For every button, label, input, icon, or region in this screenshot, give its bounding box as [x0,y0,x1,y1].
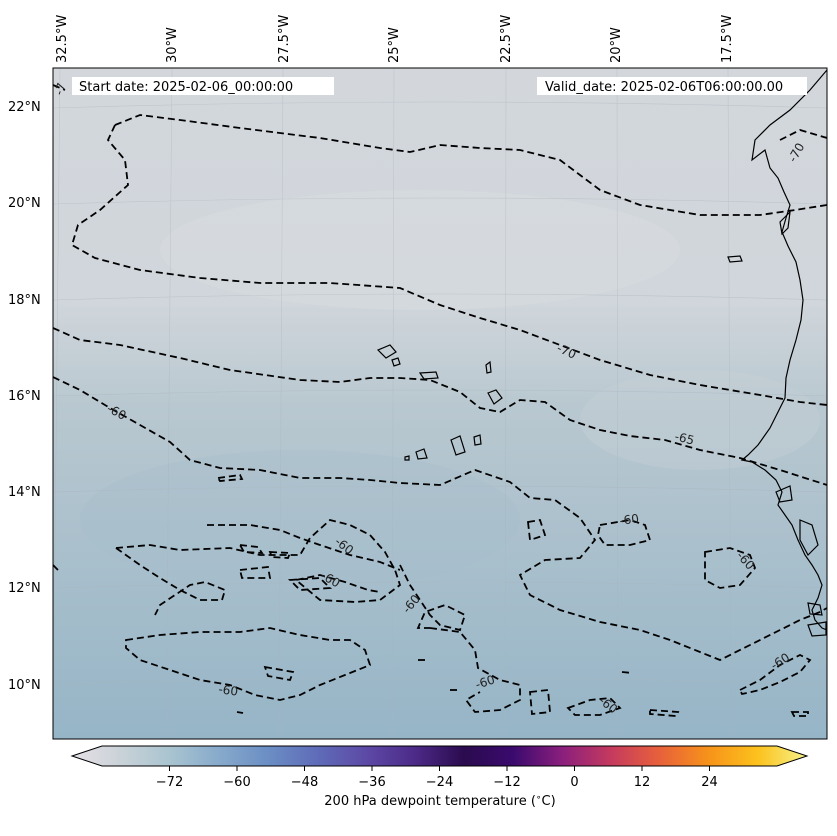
lon-label: 27.5°W [277,15,292,63]
colorbar-tick-label: −72 [156,775,183,790]
lat-label: 22°N [8,100,41,115]
lat-label: 20°N [8,196,41,211]
graticule [53,68,827,739]
field-texture [580,370,820,470]
lat-label: 16°N [8,389,41,404]
contour-label: -65 [673,429,695,447]
contour-label: -60 [618,511,639,528]
lon-label: 30°W [165,27,180,63]
colorbar-tick-label: −24 [426,775,453,790]
lat-label: 10°N [8,678,41,693]
start-date-box [72,77,334,95]
colorbar-tick-label: −36 [358,775,385,790]
colorbar-bar [70,745,809,767]
contour-label: -7 [52,81,69,97]
contour-label: -60 [218,682,239,699]
lon-label: 32.5°W [55,15,70,63]
lon-label: 17.5°W [720,15,735,63]
map-panel: -70 -70 -65 -60 -60 -60 -60 -60 -60 -60 … [52,68,827,739]
colorbar: −72 −60 −48 −36 −24 −12 0 12 24 200 hPa dewpoint… [70,745,809,809]
lat-label: 12°N [8,581,41,596]
lon-label: 25°W [387,27,402,63]
colorbar-tick-label: 0 [570,775,578,790]
map-frame [52,67,828,740]
colorbar-tick-label: 12 [634,775,651,790]
lon-label: 20°W [609,27,624,63]
latitude-labels: 22°N 20°N 18°N 16°N 14°N 12°N 10°N [8,100,41,693]
longitude-labels: 32.5°W 30°W 27.5°W 25°W 22.5°W 20°W 17.5… [55,15,735,63]
dewpoint-field [53,68,827,739]
valid-date-box [537,77,807,95]
field-texture [160,190,680,310]
lat-label: 18°N [8,293,41,308]
field-texture [80,450,520,590]
valid-date-text: Valid_date: 2025-02-06T06:00:00.00 [545,80,783,95]
colorbar-tick-label: 24 [701,775,718,790]
start-date-text: Start date: 2025-02-06_00:00:00 [79,80,293,95]
lon-label: 22.5°W [499,15,514,63]
colorbar-tick-label: −48 [291,775,318,790]
contour-lines [53,84,827,717]
contour-label: -60 [474,672,497,691]
colorbar-ticks: −72 −60 −48 −36 −24 −12 0 12 24 [156,766,718,790]
colorbar-tick-label: −12 [493,775,520,790]
lat-label: 14°N [8,485,41,500]
colorbar-label: 200 hPa dewpoint temperature (∘C) [324,793,555,809]
coastline [376,69,827,637]
colorbar-tick-label: −60 [223,775,250,790]
